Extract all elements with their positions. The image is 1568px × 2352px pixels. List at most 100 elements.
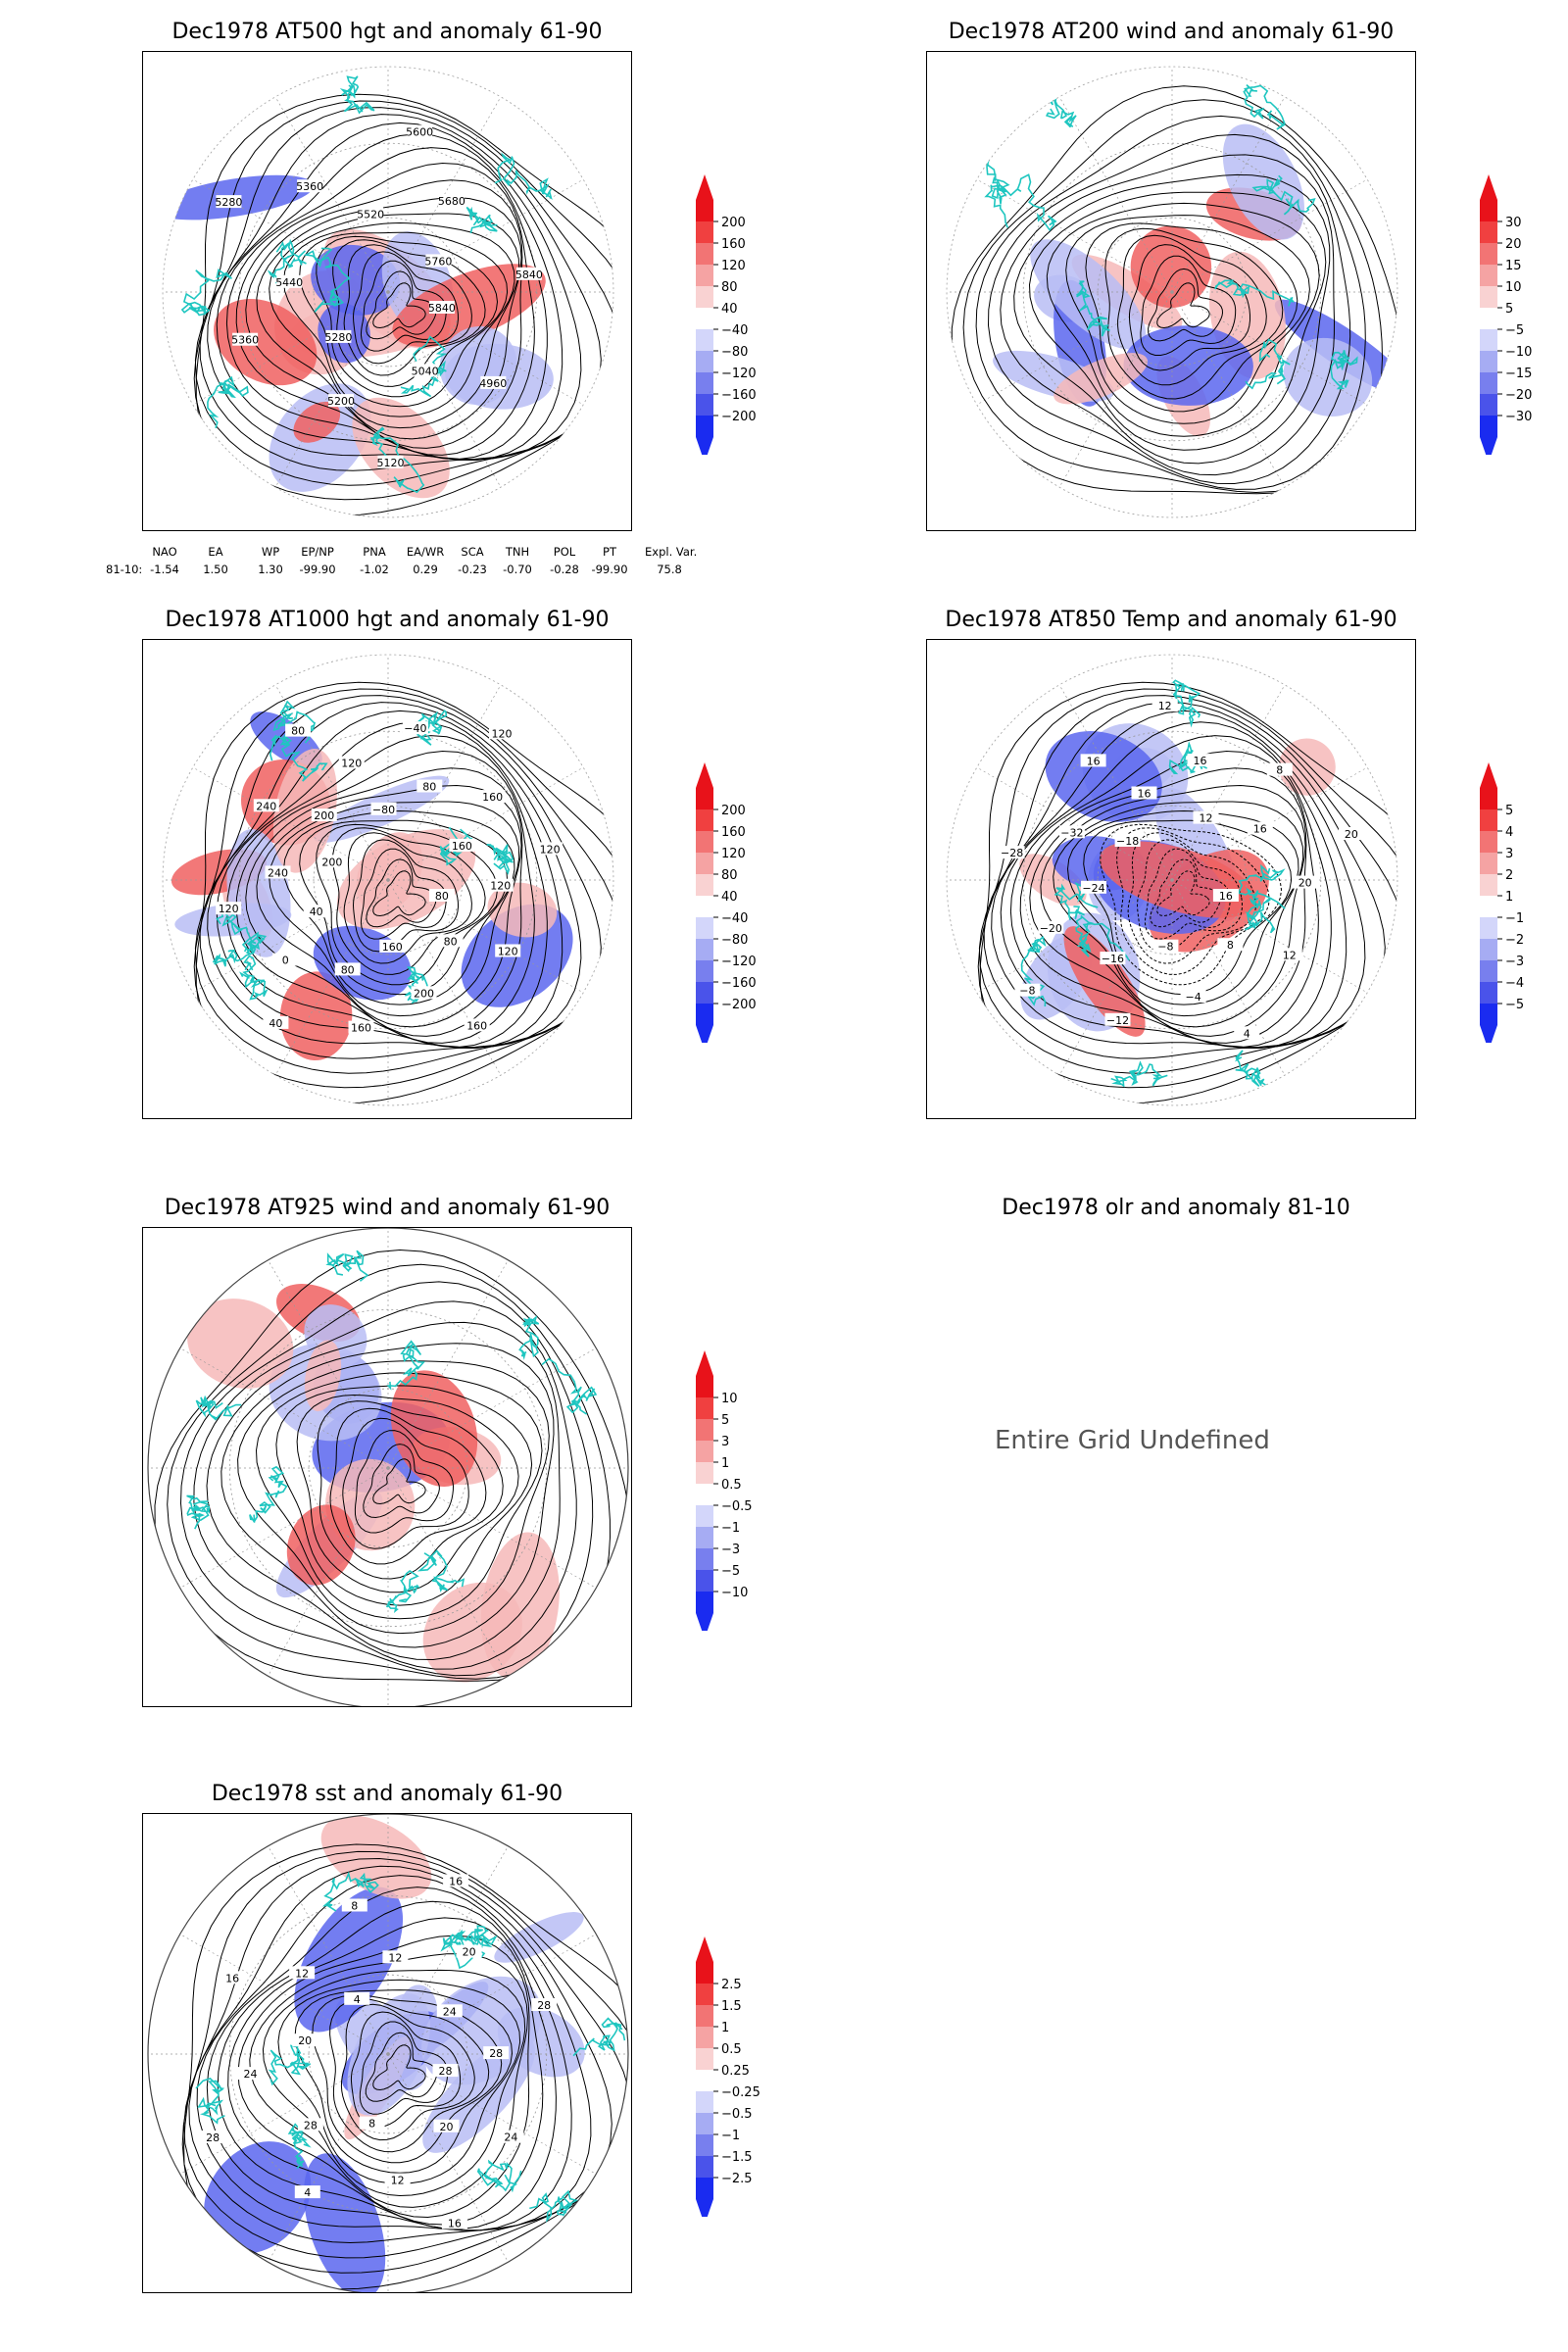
contour-label-bg <box>382 1950 409 1964</box>
colorbar-segment <box>1480 982 1497 1004</box>
contour-label: −80 <box>372 804 395 816</box>
contour-label: 40 <box>310 906 323 918</box>
streamline <box>1156 282 1210 329</box>
coastline <box>1076 280 1110 337</box>
colorbar-svg: 5 4 3 2 1 −1 −2 −3 −4 −5 <box>1480 762 1524 1043</box>
meridian-gridline <box>274 291 389 488</box>
streamline <box>317 1400 504 1580</box>
contour-label-bg <box>425 254 452 268</box>
contour-line <box>245 179 523 449</box>
coastline <box>303 247 352 313</box>
contour-line <box>340 2003 475 2141</box>
contour-label: 160 <box>482 791 503 804</box>
colorbar-segment <box>696 2156 713 2178</box>
contour-line <box>1144 848 1231 940</box>
positive-anomaly-area <box>293 401 341 443</box>
colorbar-segment <box>696 200 713 221</box>
positive-anomaly-area <box>1054 353 1149 405</box>
contour-label-bg <box>237 2067 264 2081</box>
map-panel-p850: 16 12 8 4 −4 −8 −12 −16 −8 −20 −24 −28 −32 −18 16 16 12 1… <box>926 639 1416 1119</box>
meridian-gridline <box>1171 291 1286 488</box>
negative-anomaly-area <box>294 1886 404 2033</box>
contour-label-bg <box>999 846 1025 859</box>
negative-anomaly-area <box>226 828 291 957</box>
contour-label: 5840 <box>428 302 456 315</box>
streamline <box>296 1394 519 1593</box>
contour-label: 20 <box>463 1946 476 1959</box>
contour-line <box>1040 784 1306 1028</box>
map-content-p850: 16 12 8 4 −4 −8 −12 −16 −8 −20 −24 −28 −32 −18 16 16 12 1… <box>947 655 1397 1105</box>
colorbar-label: 0.5 <box>721 2042 742 2057</box>
contour-label-bg <box>297 2118 323 2132</box>
colorbar-segment <box>696 831 713 853</box>
streamline <box>206 1321 561 1661</box>
colorbar-label: 0.25 <box>721 2064 750 2079</box>
colorbar-p1000: 200 160 120 80 40 −40 −80 −120 −160 −200 <box>682 759 790 1043</box>
contour-label: 160 <box>466 1019 487 1032</box>
contour-label-bg <box>1187 754 1213 767</box>
contour-label: 5440 <box>275 276 303 289</box>
coastline <box>268 2044 312 2086</box>
colorbar-segment <box>1480 788 1497 809</box>
map-boundary <box>162 654 614 1106</box>
colorbar-psst: 2.5 1.5 1 0.5 0.25 −0.25 −0.5 −1 −1.5 −2.5 <box>682 1933 790 2217</box>
contour-label: 20 <box>440 2121 454 2133</box>
colorbar-label: −5 <box>1505 323 1524 338</box>
contour-label-bg <box>285 723 312 737</box>
index-header-cell: EA/WR <box>406 545 445 559</box>
colorbar-segment <box>696 1462 713 1484</box>
contour-label: 160 <box>351 1022 371 1035</box>
colorbar-label: 120 <box>721 847 746 861</box>
contour-label-bg <box>449 838 475 852</box>
colorbar-label: −80 <box>721 345 748 360</box>
contour-label: 80 <box>291 725 305 738</box>
coastline <box>180 269 232 317</box>
colorbar-label: 15 <box>1505 259 1522 273</box>
colorbar-label: 3 <box>1505 847 1513 861</box>
contour-label: 16 <box>1138 788 1152 801</box>
streamline <box>987 133 1351 485</box>
coastline <box>1172 679 1201 728</box>
meridian-gridline <box>387 684 502 881</box>
map-svg-p850: 16 12 8 4 −4 −8 −12 −16 −8 −20 −24 −28 −32 −18 16 16 12 1… <box>946 654 1398 1106</box>
contour-label: 16 <box>1253 823 1267 836</box>
colorbar-svg: 200 160 120 80 40 −40 −80 −120 −160 −200 <box>696 174 757 455</box>
contour-label: 20 <box>1298 877 1312 890</box>
contour-label-bg <box>1081 880 1106 894</box>
negative-anomaly-area <box>497 2006 585 2078</box>
contour-line <box>183 1843 628 2290</box>
coastline <box>1234 1050 1288 1094</box>
colorbar-bottom-arrow <box>696 1613 713 1631</box>
colorbar-segment <box>696 2070 713 2091</box>
contour-label-bg <box>489 726 514 740</box>
contour-label: −16 <box>1102 953 1124 965</box>
colorbar-label: 4 <box>1505 825 1513 840</box>
coastline <box>486 844 514 875</box>
colorbar-label: −3 <box>721 1543 740 1557</box>
colorbar-segment <box>1480 286 1497 308</box>
contour-line <box>299 231 509 408</box>
colorbar-segment <box>696 1527 713 1548</box>
colorbar-label: −10 <box>1505 345 1532 360</box>
meridian-gridline <box>387 1467 597 1589</box>
contour-label: 4 <box>304 2186 311 2199</box>
colorbar-segment <box>696 788 713 809</box>
contour-line <box>372 282 426 329</box>
colorbar-segment <box>696 1484 713 1505</box>
meridian-gridline <box>976 766 1173 881</box>
contour-label: −4 <box>1185 991 1200 1004</box>
meridian-gridline <box>179 1348 389 1469</box>
contour-line <box>359 2021 449 2115</box>
contour-label: 120 <box>490 880 511 893</box>
contour-line <box>1066 809 1299 1005</box>
colorbar-segment <box>696 2178 713 2199</box>
colorbar-label: −2 <box>1505 933 1524 948</box>
contour-label-bg <box>1292 875 1318 889</box>
contour-label: 24 <box>504 2132 517 2144</box>
colorbar-segment <box>696 2027 713 2048</box>
meridian-gridline <box>274 879 389 1076</box>
title-psst: Dec1978 sst and anomaly 61-90 <box>211 1782 564 1806</box>
title-p1000: Dec1978 AT1000 hgt and anomaly 61-90 <box>165 608 610 632</box>
contour-line <box>225 147 548 461</box>
coastline <box>1054 881 1099 921</box>
